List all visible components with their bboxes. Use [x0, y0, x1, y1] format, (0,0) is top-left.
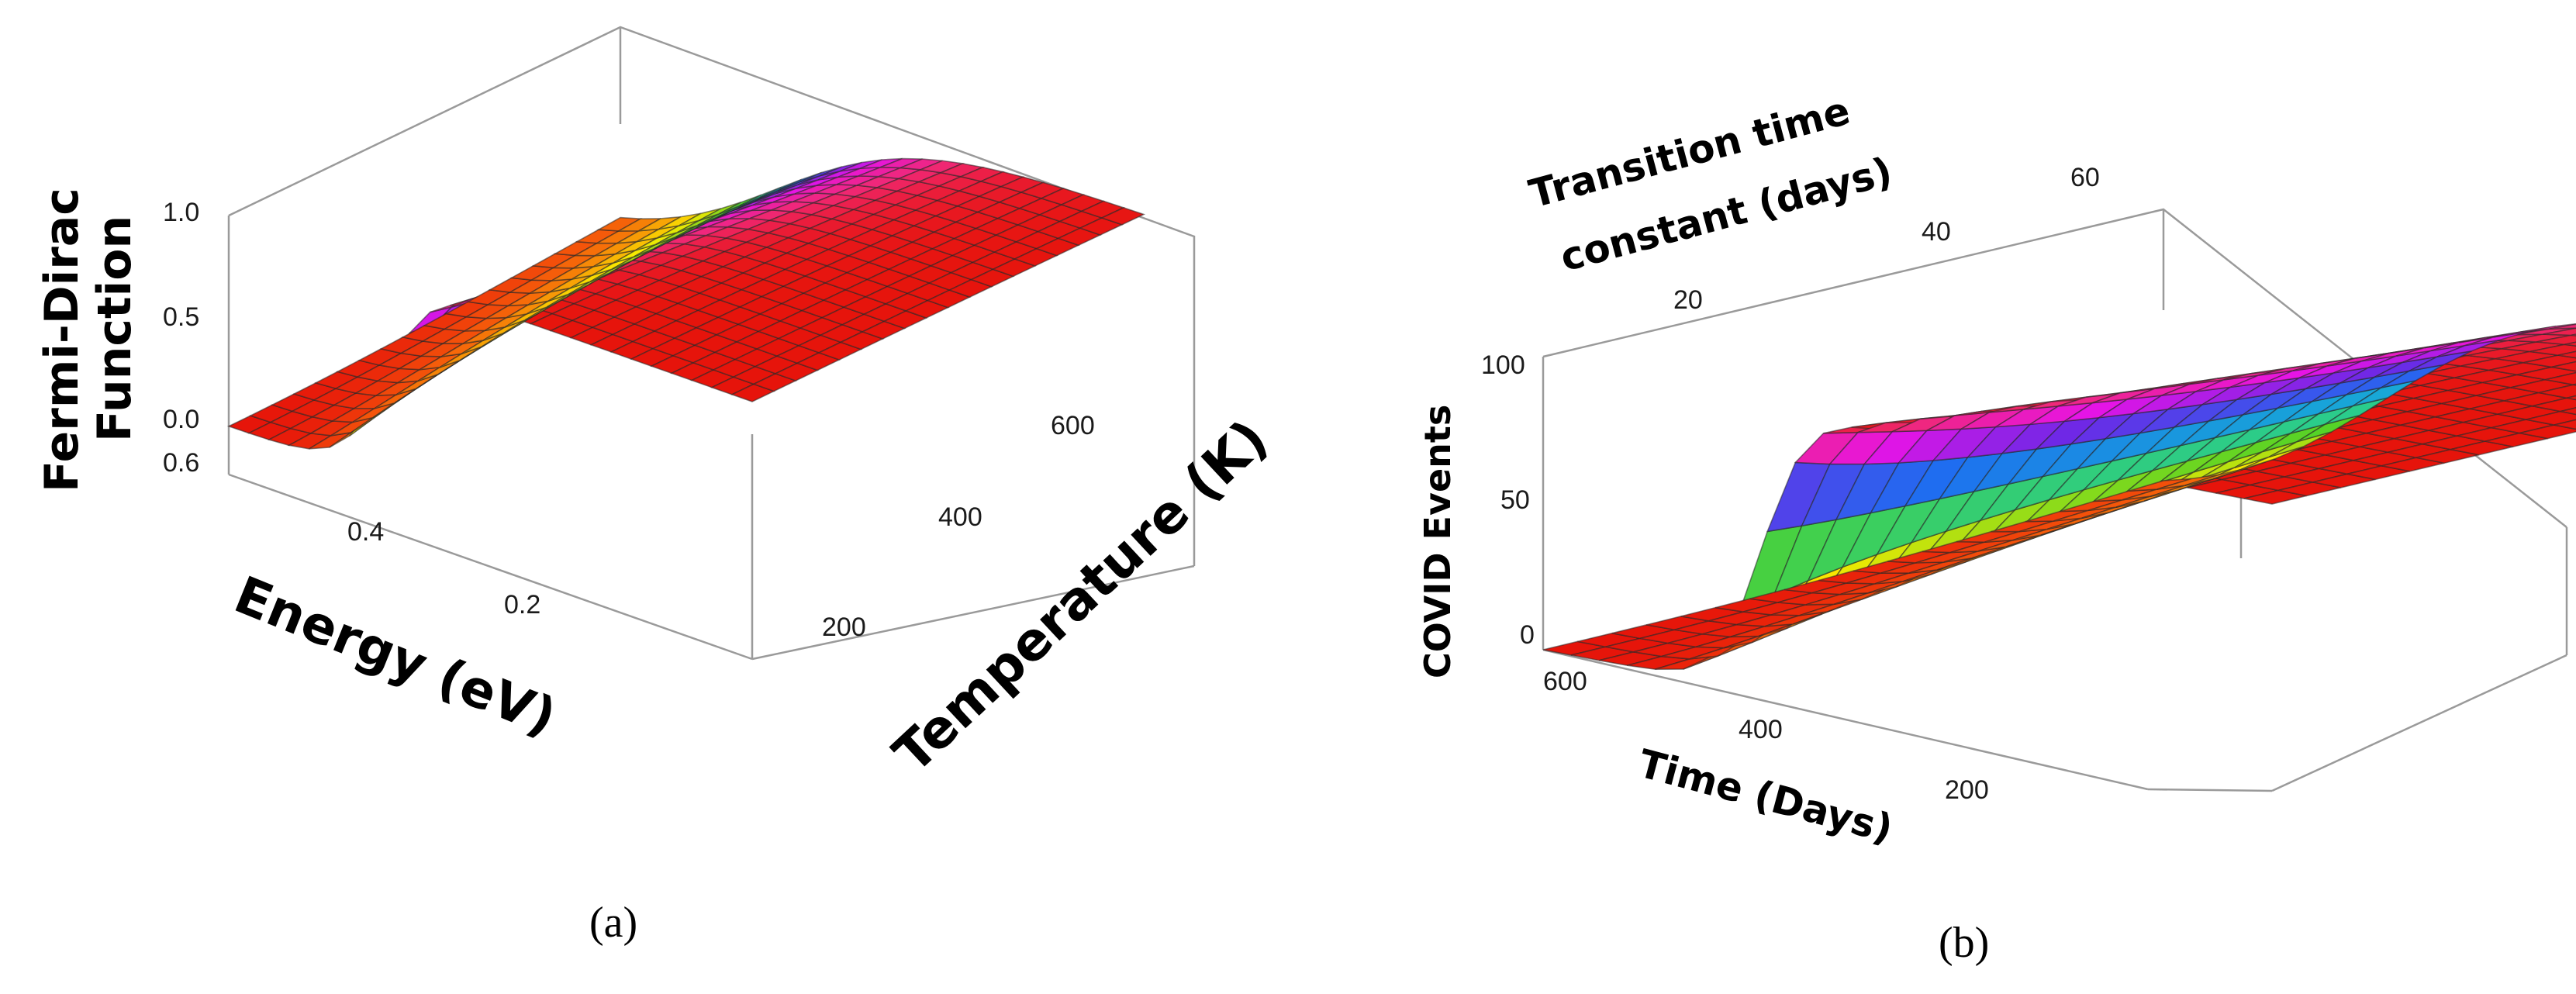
panel-b-surface-patch [2554, 419, 2576, 430]
panel-b-x-label: Time (Days) [1634, 741, 1897, 852]
panel-b-surface-patch [2532, 397, 2576, 412]
panel-a-surface [226, 157, 1146, 450]
panel-a-z-label-line2: Function [88, 216, 142, 442]
panel-b-surface-patch [2515, 327, 2576, 336]
panel-b-y-tick-40: 40 [1922, 217, 1951, 247]
panel-a-z-tick-1.0: 1.0 [163, 198, 199, 227]
panel-b-surface-patch [2521, 323, 2576, 333]
panel-a-box-bottom-right [751, 564, 1195, 661]
panel-a-z-tick-0.0: 0.0 [163, 405, 199, 434]
panel-b-z-tick-100: 100 [1481, 350, 1525, 380]
panel-b: 100 50 0 20 40 60 600 400 200 COVID Even… [1417, 88, 2576, 967]
panel-b-surface-patch [2529, 343, 2576, 356]
panel-b-surface [1542, 323, 2576, 671]
panel-b-y-tick-20: 20 [1673, 285, 1703, 315]
panel-a-x-tick-0.6: 0.6 [163, 448, 199, 478]
panel-b-surface-patch [2551, 361, 2576, 372]
panel-b-x-tick-600: 600 [1543, 667, 1587, 696]
panel-a-box-back-edges [228, 26, 1196, 372]
panel-a-y-tick-400: 400 [938, 502, 982, 532]
panel-b-box-bottom-left [1542, 648, 2149, 791]
panel-b-surface-patch [2557, 350, 2576, 359]
panel-a-z-tick-0.5: 0.5 [163, 302, 199, 332]
panel-b-x-tick-400: 400 [1739, 715, 1783, 744]
panel-b-surface-patch [2573, 383, 2576, 386]
panel-b-label: (b) [1939, 919, 1989, 967]
panel-a-y-label: Temperature (K) [882, 409, 1280, 785]
panel-b-x-tick-200: 200 [1945, 775, 1989, 805]
panel-a-surface-patch [1100, 206, 1146, 226]
panel-a-x-tick-0.2: 0.2 [504, 590, 540, 620]
panel-b-surface-patch [2571, 333, 2576, 337]
panel-a-z-label-line1: Fermi-Dirac [35, 188, 89, 492]
panel-b-surface-patch [2549, 323, 2576, 330]
panel-b-surface-patch [2567, 395, 2576, 401]
panel-a-box-bottom-left [228, 473, 753, 661]
panel-b-surface-patch [2564, 341, 2576, 347]
panel-b-box-mid-edge [2271, 654, 2567, 792]
panel-a-label: (a) [589, 899, 637, 947]
panel-b-z-tick-50: 50 [1500, 485, 1530, 515]
panel-a-x-tick-0.4: 0.4 [347, 517, 384, 547]
panel-b-surface-patch [2543, 327, 2576, 337]
panel-b-surface-patch [2539, 384, 2576, 399]
panel-b-surface-patch [2545, 371, 2576, 386]
panel-b-surface-patch [2560, 407, 2576, 416]
panel-b-z-tick-0: 0 [1520, 620, 1535, 650]
panel-b-surface-patch [2519, 424, 2576, 440]
panel-b-surface-patch [2526, 410, 2576, 426]
panel-a: 1.0 0.5 0.0 0.6 0.4 0.2 200 400 600 Ferm… [35, 26, 1280, 947]
panel-b-surface-patch [2536, 334, 2576, 346]
panel-b-surface-patch [2517, 366, 2576, 381]
panel-a-bounding-box [227, 26, 1196, 661]
panel-b-y-tick-60: 60 [2070, 163, 2100, 192]
panel-b-box-bottom-right [2147, 788, 2273, 792]
panel-b-z-label: COVID Events [1417, 405, 1459, 678]
panel-a-y-tick-600: 600 [1051, 411, 1095, 440]
panel-a-y-tick-200: 200 [822, 613, 866, 642]
